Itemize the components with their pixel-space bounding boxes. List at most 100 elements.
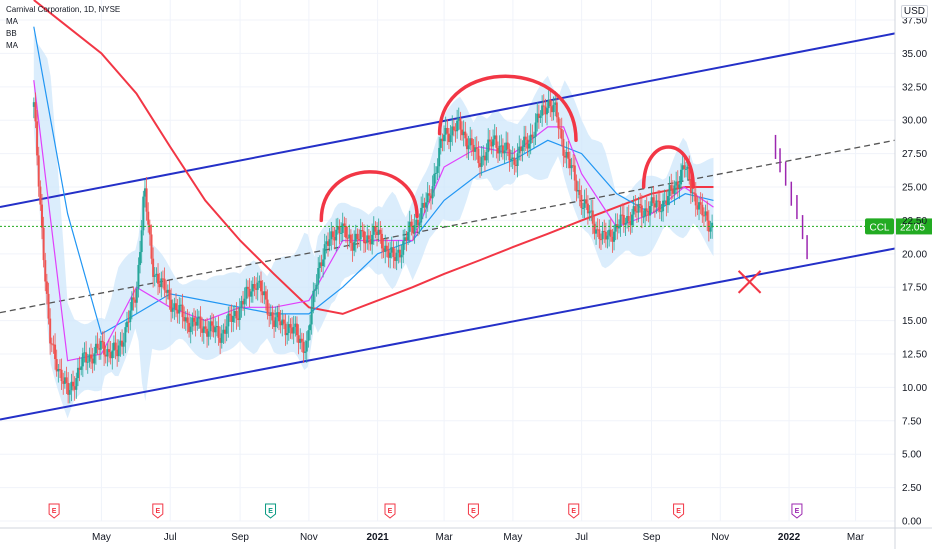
earnings-marker bbox=[791, 503, 803, 519]
candle-body bbox=[613, 231, 616, 242]
candle-body bbox=[327, 241, 330, 246]
candle-body bbox=[490, 141, 493, 147]
candle-body bbox=[55, 359, 58, 372]
candle-body bbox=[532, 136, 535, 138]
candle-body bbox=[390, 247, 393, 253]
candle-body bbox=[135, 288, 138, 303]
indicator-ma-1[interactable]: MA bbox=[6, 17, 18, 26]
y-tick-label: 12.50 bbox=[902, 350, 927, 361]
x-tick-label: Jul bbox=[164, 532, 177, 543]
candle-body bbox=[474, 147, 477, 152]
candle-body bbox=[238, 307, 241, 321]
candle-body bbox=[593, 223, 596, 234]
candle-body bbox=[472, 144, 475, 152]
candle-body bbox=[675, 181, 678, 186]
candle-body bbox=[302, 341, 305, 353]
candle-body bbox=[209, 321, 212, 332]
candle-body bbox=[469, 138, 472, 146]
candle-body bbox=[590, 210, 593, 212]
candle-body bbox=[392, 247, 395, 258]
candle-body bbox=[165, 290, 168, 293]
candle-body bbox=[606, 235, 609, 240]
candle-body bbox=[331, 231, 334, 237]
candle-body bbox=[73, 386, 76, 390]
candle-body bbox=[389, 252, 392, 258]
candle-body bbox=[122, 342, 125, 347]
earnings-marker bbox=[568, 503, 580, 519]
candle-body bbox=[459, 118, 462, 130]
earnings-label: E bbox=[52, 508, 57, 515]
candle-body bbox=[67, 382, 70, 395]
candle-body bbox=[652, 197, 655, 204]
candle-body bbox=[599, 239, 602, 241]
candle-body bbox=[452, 126, 455, 131]
candle-body bbox=[291, 327, 294, 334]
candle-body bbox=[711, 222, 714, 228]
candle-body bbox=[344, 226, 347, 238]
candle-body bbox=[483, 155, 486, 161]
candle-body bbox=[694, 193, 697, 206]
candle-body bbox=[300, 338, 303, 342]
y-tick-label: 17.50 bbox=[902, 283, 927, 294]
candle-body bbox=[464, 131, 467, 139]
candle-body bbox=[359, 230, 362, 240]
candle-body bbox=[323, 244, 326, 260]
candle-body bbox=[416, 219, 419, 226]
candle-body bbox=[583, 199, 586, 208]
candle-body bbox=[129, 310, 132, 323]
candle-body bbox=[99, 340, 102, 350]
candle-body bbox=[273, 320, 276, 327]
candle-body bbox=[237, 318, 240, 321]
candle-body bbox=[304, 351, 307, 353]
candle-body bbox=[564, 155, 567, 158]
candle-body bbox=[513, 157, 516, 165]
candle-body bbox=[518, 146, 521, 154]
indicator-bb[interactable]: BB bbox=[6, 29, 17, 38]
candle-body bbox=[224, 329, 227, 334]
candle-body bbox=[305, 340, 308, 352]
candle-body bbox=[81, 353, 84, 367]
candle-body bbox=[312, 290, 315, 307]
candle-body bbox=[196, 317, 199, 326]
candle-body bbox=[140, 230, 143, 253]
candle-body bbox=[371, 234, 374, 245]
candle-body bbox=[508, 149, 511, 161]
candle-body bbox=[127, 321, 130, 323]
candle-body bbox=[581, 207, 584, 209]
candle-body bbox=[665, 200, 668, 206]
y-tick-label: 27.50 bbox=[902, 149, 927, 160]
currency-button[interactable]: USD bbox=[900, 5, 928, 18]
x-tick-label: Nov bbox=[300, 532, 318, 543]
candle-body bbox=[287, 324, 290, 334]
candle-body bbox=[361, 230, 364, 232]
y-tick-label: 32.50 bbox=[902, 82, 927, 93]
candle-body bbox=[63, 377, 66, 384]
ticker-label: CCL bbox=[869, 222, 889, 233]
indicator-ma-2[interactable]: MA bbox=[6, 41, 18, 50]
y-tick-label: 20.00 bbox=[902, 249, 927, 260]
candle-body bbox=[179, 304, 182, 306]
candle-body bbox=[284, 323, 287, 336]
candle-body bbox=[96, 343, 99, 349]
candle-body bbox=[595, 229, 598, 234]
y-tick-label: 25.00 bbox=[902, 183, 927, 194]
candle-body bbox=[492, 139, 495, 147]
candle-body bbox=[421, 202, 424, 208]
candle-body bbox=[446, 127, 449, 134]
x-tick-label: May bbox=[92, 532, 111, 543]
candle-body bbox=[212, 325, 215, 333]
candle-body bbox=[387, 249, 390, 258]
candle-body bbox=[704, 211, 707, 216]
candle-body bbox=[256, 282, 259, 290]
candle-body bbox=[37, 155, 40, 187]
candle-body bbox=[560, 129, 563, 139]
candle-body bbox=[183, 317, 186, 322]
candle-body bbox=[258, 280, 261, 283]
candle-body bbox=[501, 145, 504, 154]
candle-body bbox=[400, 254, 403, 258]
candle-body bbox=[325, 241, 328, 245]
candle-body bbox=[479, 163, 482, 167]
candle-body bbox=[243, 298, 246, 305]
